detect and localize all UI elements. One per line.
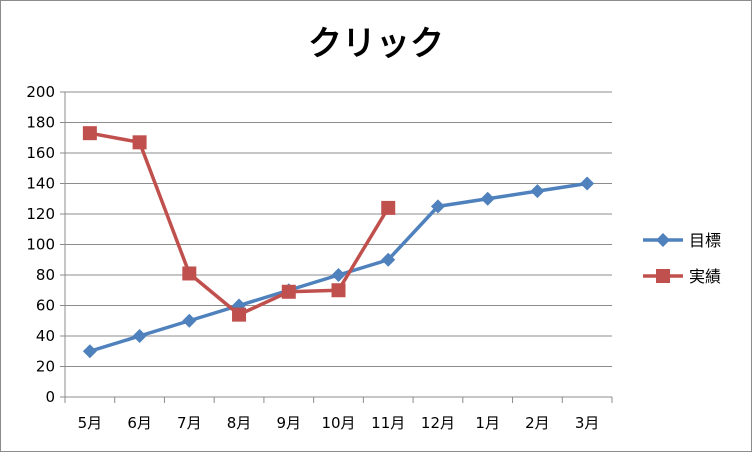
y-tick-label: 60 bbox=[36, 297, 55, 315]
x-tick-label: 12月 bbox=[421, 414, 455, 432]
x-tick-label: 5月 bbox=[78, 414, 103, 432]
x-tick-label: 11月 bbox=[371, 414, 405, 432]
data-point-series-2 bbox=[82, 126, 97, 141]
legend-label-1: 目標 bbox=[689, 231, 721, 250]
data-point-series-2 bbox=[381, 200, 396, 215]
legend-marker-2 bbox=[656, 269, 670, 283]
data-point-series-1 bbox=[430, 199, 445, 214]
data-point-series-1 bbox=[480, 191, 495, 206]
data-point-series-1 bbox=[132, 329, 147, 343]
y-tick-label: 100 bbox=[26, 236, 55, 254]
x-tick-label: 2月 bbox=[525, 414, 550, 432]
data-point-series-2 bbox=[281, 284, 296, 299]
data-point-series-1 bbox=[331, 268, 346, 282]
y-tick-label: 0 bbox=[45, 388, 55, 406]
x-tick-label: 9月 bbox=[276, 414, 301, 432]
data-point-series-1 bbox=[580, 176, 595, 191]
data-point-series-1 bbox=[82, 344, 97, 359]
y-tick-label: 140 bbox=[26, 175, 55, 193]
y-tick-label: 160 bbox=[26, 144, 55, 162]
x-tick-label: 7月 bbox=[177, 414, 202, 432]
x-tick-label: 8月 bbox=[227, 414, 252, 432]
x-tick-label: 1月 bbox=[475, 414, 500, 432]
data-point-series-1 bbox=[381, 252, 396, 267]
data-point-series-1 bbox=[182, 313, 197, 328]
x-tick-label: 10月 bbox=[321, 414, 355, 432]
chart-title: クリック bbox=[308, 24, 444, 64]
y-tick-label: 180 bbox=[26, 114, 55, 132]
y-tick-label: 40 bbox=[36, 327, 55, 345]
x-tick-label: 3月 bbox=[575, 414, 600, 432]
x-tick-label: 6月 bbox=[127, 414, 152, 432]
data-point-series-2 bbox=[331, 283, 346, 298]
data-point-series-2 bbox=[182, 266, 197, 281]
y-tick-label: 80 bbox=[36, 266, 55, 284]
legend-label-2: 実績 bbox=[689, 267, 721, 286]
legend-marker-1 bbox=[656, 233, 670, 247]
data-point-series-1 bbox=[530, 184, 545, 199]
y-tick-label: 20 bbox=[36, 358, 55, 376]
data-point-series-2 bbox=[232, 307, 247, 322]
y-tick-label: 120 bbox=[26, 205, 55, 223]
data-point-series-2 bbox=[132, 135, 147, 150]
y-tick-label: 200 bbox=[26, 83, 55, 101]
